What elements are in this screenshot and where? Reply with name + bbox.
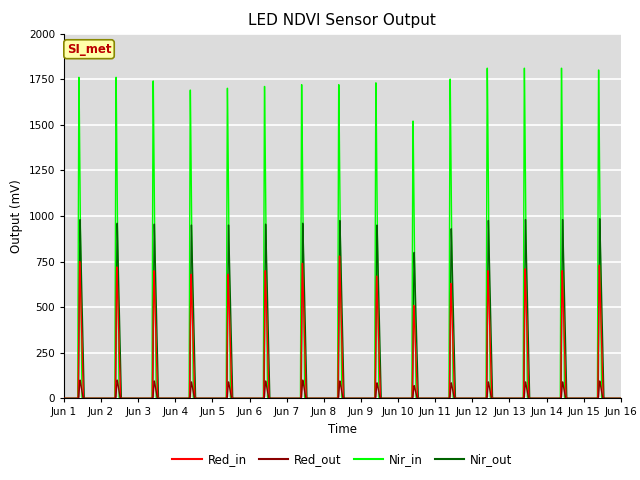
Red_in [335, 253, 343, 259]
Nir_out [596, 216, 604, 222]
Red_out [60, 396, 68, 401]
Red_in [60, 396, 68, 401]
Nir_in [506, 396, 513, 401]
Nir_out [186, 396, 193, 401]
Y-axis label: Output (mV): Output (mV) [10, 179, 23, 253]
Title: LED NDVI Sensor Output: LED NDVI Sensor Output [248, 13, 436, 28]
Red_in [506, 396, 513, 401]
Red_out [617, 396, 625, 401]
Red_in [447, 281, 454, 287]
Line: Red_out: Red_out [64, 380, 621, 398]
Nir_out [446, 396, 454, 401]
Nir_in [445, 396, 452, 401]
Red_out [186, 396, 194, 401]
Nir_out [60, 396, 68, 401]
Text: SI_met: SI_met [67, 43, 111, 56]
Nir_out [596, 216, 604, 222]
Nir_in [371, 396, 378, 401]
Line: Nir_out: Nir_out [64, 219, 621, 398]
Nir_out [617, 396, 625, 401]
Nir_out [372, 396, 380, 401]
Nir_in [60, 396, 68, 401]
Red_out [223, 396, 230, 401]
Red_out [447, 380, 455, 386]
Red_in [372, 273, 380, 279]
Line: Nir_in: Nir_in [64, 68, 621, 398]
Nir_out [209, 396, 216, 401]
Red_in [209, 396, 216, 401]
Red_in [185, 396, 193, 401]
Red_in [596, 263, 604, 268]
Red_out [373, 380, 381, 386]
Line: Red_in: Red_in [64, 256, 621, 398]
Nir_out [489, 396, 497, 401]
Nir_in [483, 65, 491, 71]
Nir_in [617, 396, 625, 401]
Red_out [76, 377, 84, 383]
Red_in [617, 396, 625, 401]
Nir_in [209, 396, 216, 401]
Red_out [506, 396, 513, 401]
Legend: Red_in, Red_out, Nir_in, Nir_out: Red_in, Red_out, Nir_in, Nir_out [168, 448, 517, 470]
Nir_in [595, 67, 602, 73]
Red_out [596, 378, 604, 384]
Nir_in [185, 396, 193, 401]
X-axis label: Time: Time [328, 423, 357, 436]
